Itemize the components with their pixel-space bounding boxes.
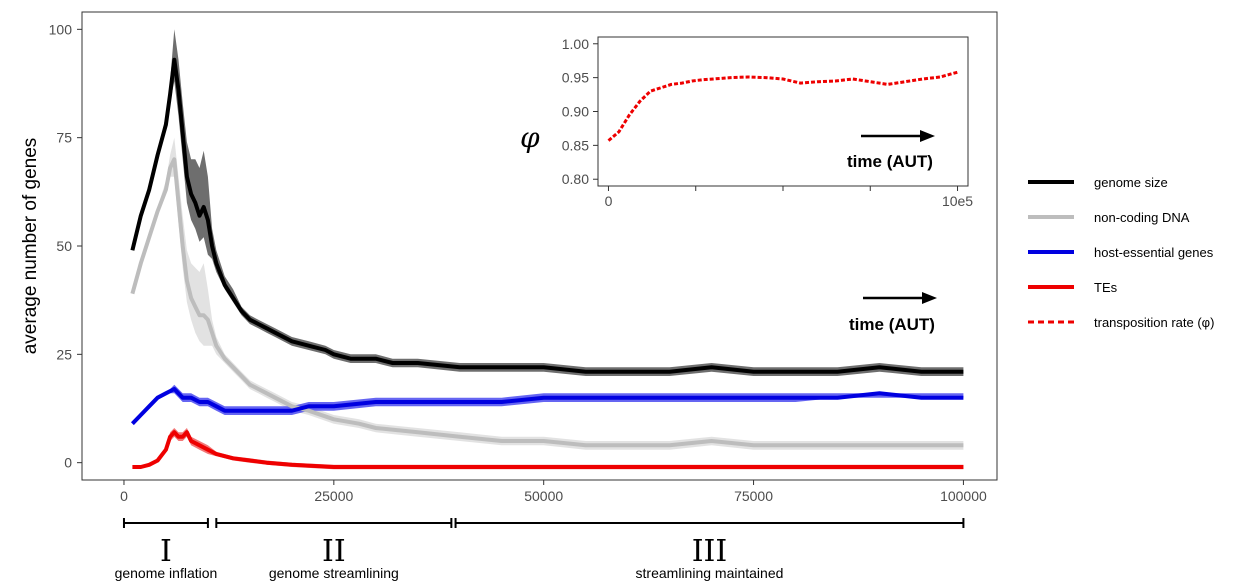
inset-x-tick-label: 0 bbox=[605, 193, 613, 209]
main-time-arrow: time (AUT) bbox=[849, 292, 937, 334]
phase-name-0: genome inflation bbox=[115, 565, 218, 581]
inset-series-lines bbox=[607, 70, 958, 142]
inset-time-arrow-label: time (AUT) bbox=[847, 152, 933, 171]
y-tick-label: 50 bbox=[56, 238, 72, 254]
inset-chart: 0.80 0.85 0.90 0.95 1.00 0 10e5 φ time (AUT) bbox=[520, 36, 973, 209]
x-tick-label: 0 bbox=[120, 488, 128, 504]
phase-name-1: genome streamlining bbox=[269, 565, 399, 581]
x-tick-label: 100000 bbox=[940, 488, 987, 504]
main-time-arrow-label: time (AUT) bbox=[849, 315, 935, 334]
y-tick-label: 100 bbox=[49, 21, 73, 37]
x-tick-label: 50000 bbox=[524, 488, 563, 504]
inset-y-tick-label: 1.00 bbox=[562, 36, 589, 52]
inset-time-arrow: time (AUT) bbox=[847, 130, 935, 171]
inset-series-line-0 bbox=[607, 70, 958, 142]
x-tick-label: 75000 bbox=[734, 488, 773, 504]
main-x-axis: 0 25000 50000 75000 100000 bbox=[120, 480, 987, 504]
y-tick-label: 0 bbox=[64, 455, 72, 471]
legend-label-3: TEs bbox=[1094, 280, 1118, 295]
phase-numeral-1: II bbox=[322, 534, 346, 569]
inset-y-tick-label: 0.80 bbox=[562, 171, 589, 187]
band-2 bbox=[132, 384, 964, 424]
main-y-axis: 0 25 50 75 100 bbox=[49, 21, 82, 471]
inset-y-tick-label: 0.90 bbox=[562, 104, 589, 120]
main-time-arrow-head bbox=[922, 292, 937, 304]
legend: genome size non-coding DNA host-essential … bbox=[1028, 175, 1214, 330]
legend-label-1: non-coding DNA bbox=[1094, 210, 1190, 225]
inset-y-axis-label: φ bbox=[520, 121, 540, 154]
main-series-lines bbox=[130, 57, 964, 469]
inset-y-tick-label: 0.85 bbox=[562, 137, 589, 153]
legend-label-4: transposition rate (φ) bbox=[1094, 315, 1214, 330]
y-tick-label: 25 bbox=[56, 346, 72, 362]
main-chart: 0 25 50 75 100 0 25000 50000 75000 100000 averag… bbox=[20, 11, 998, 504]
y-tick-label: 75 bbox=[56, 130, 72, 146]
legend-label-0: genome size bbox=[1094, 175, 1168, 190]
series-line-0 bbox=[130, 57, 964, 374]
inset-background bbox=[598, 37, 968, 186]
series-line-2 bbox=[130, 387, 964, 426]
phase-numeral-2: III bbox=[692, 534, 728, 569]
inset-y-axis: 0.80 0.85 0.90 0.95 1.00 bbox=[562, 36, 598, 187]
x-tick-label: 25000 bbox=[314, 488, 353, 504]
series-line-1 bbox=[130, 157, 964, 448]
inset-x-tick-label: 10e5 bbox=[942, 193, 973, 209]
inset-x-axis: 0 10e5 bbox=[605, 186, 973, 209]
phase-name-2: streamlining maintained bbox=[636, 565, 784, 581]
inset-time-arrow-head bbox=[920, 130, 935, 142]
legend-label-2: host-essential genes bbox=[1094, 245, 1214, 260]
phase-numeral-0: I bbox=[160, 534, 172, 569]
main-y-axis-label: average number of genes bbox=[20, 138, 41, 355]
series-line-3 bbox=[132, 430, 964, 469]
inset-y-tick-label: 0.95 bbox=[562, 70, 589, 86]
